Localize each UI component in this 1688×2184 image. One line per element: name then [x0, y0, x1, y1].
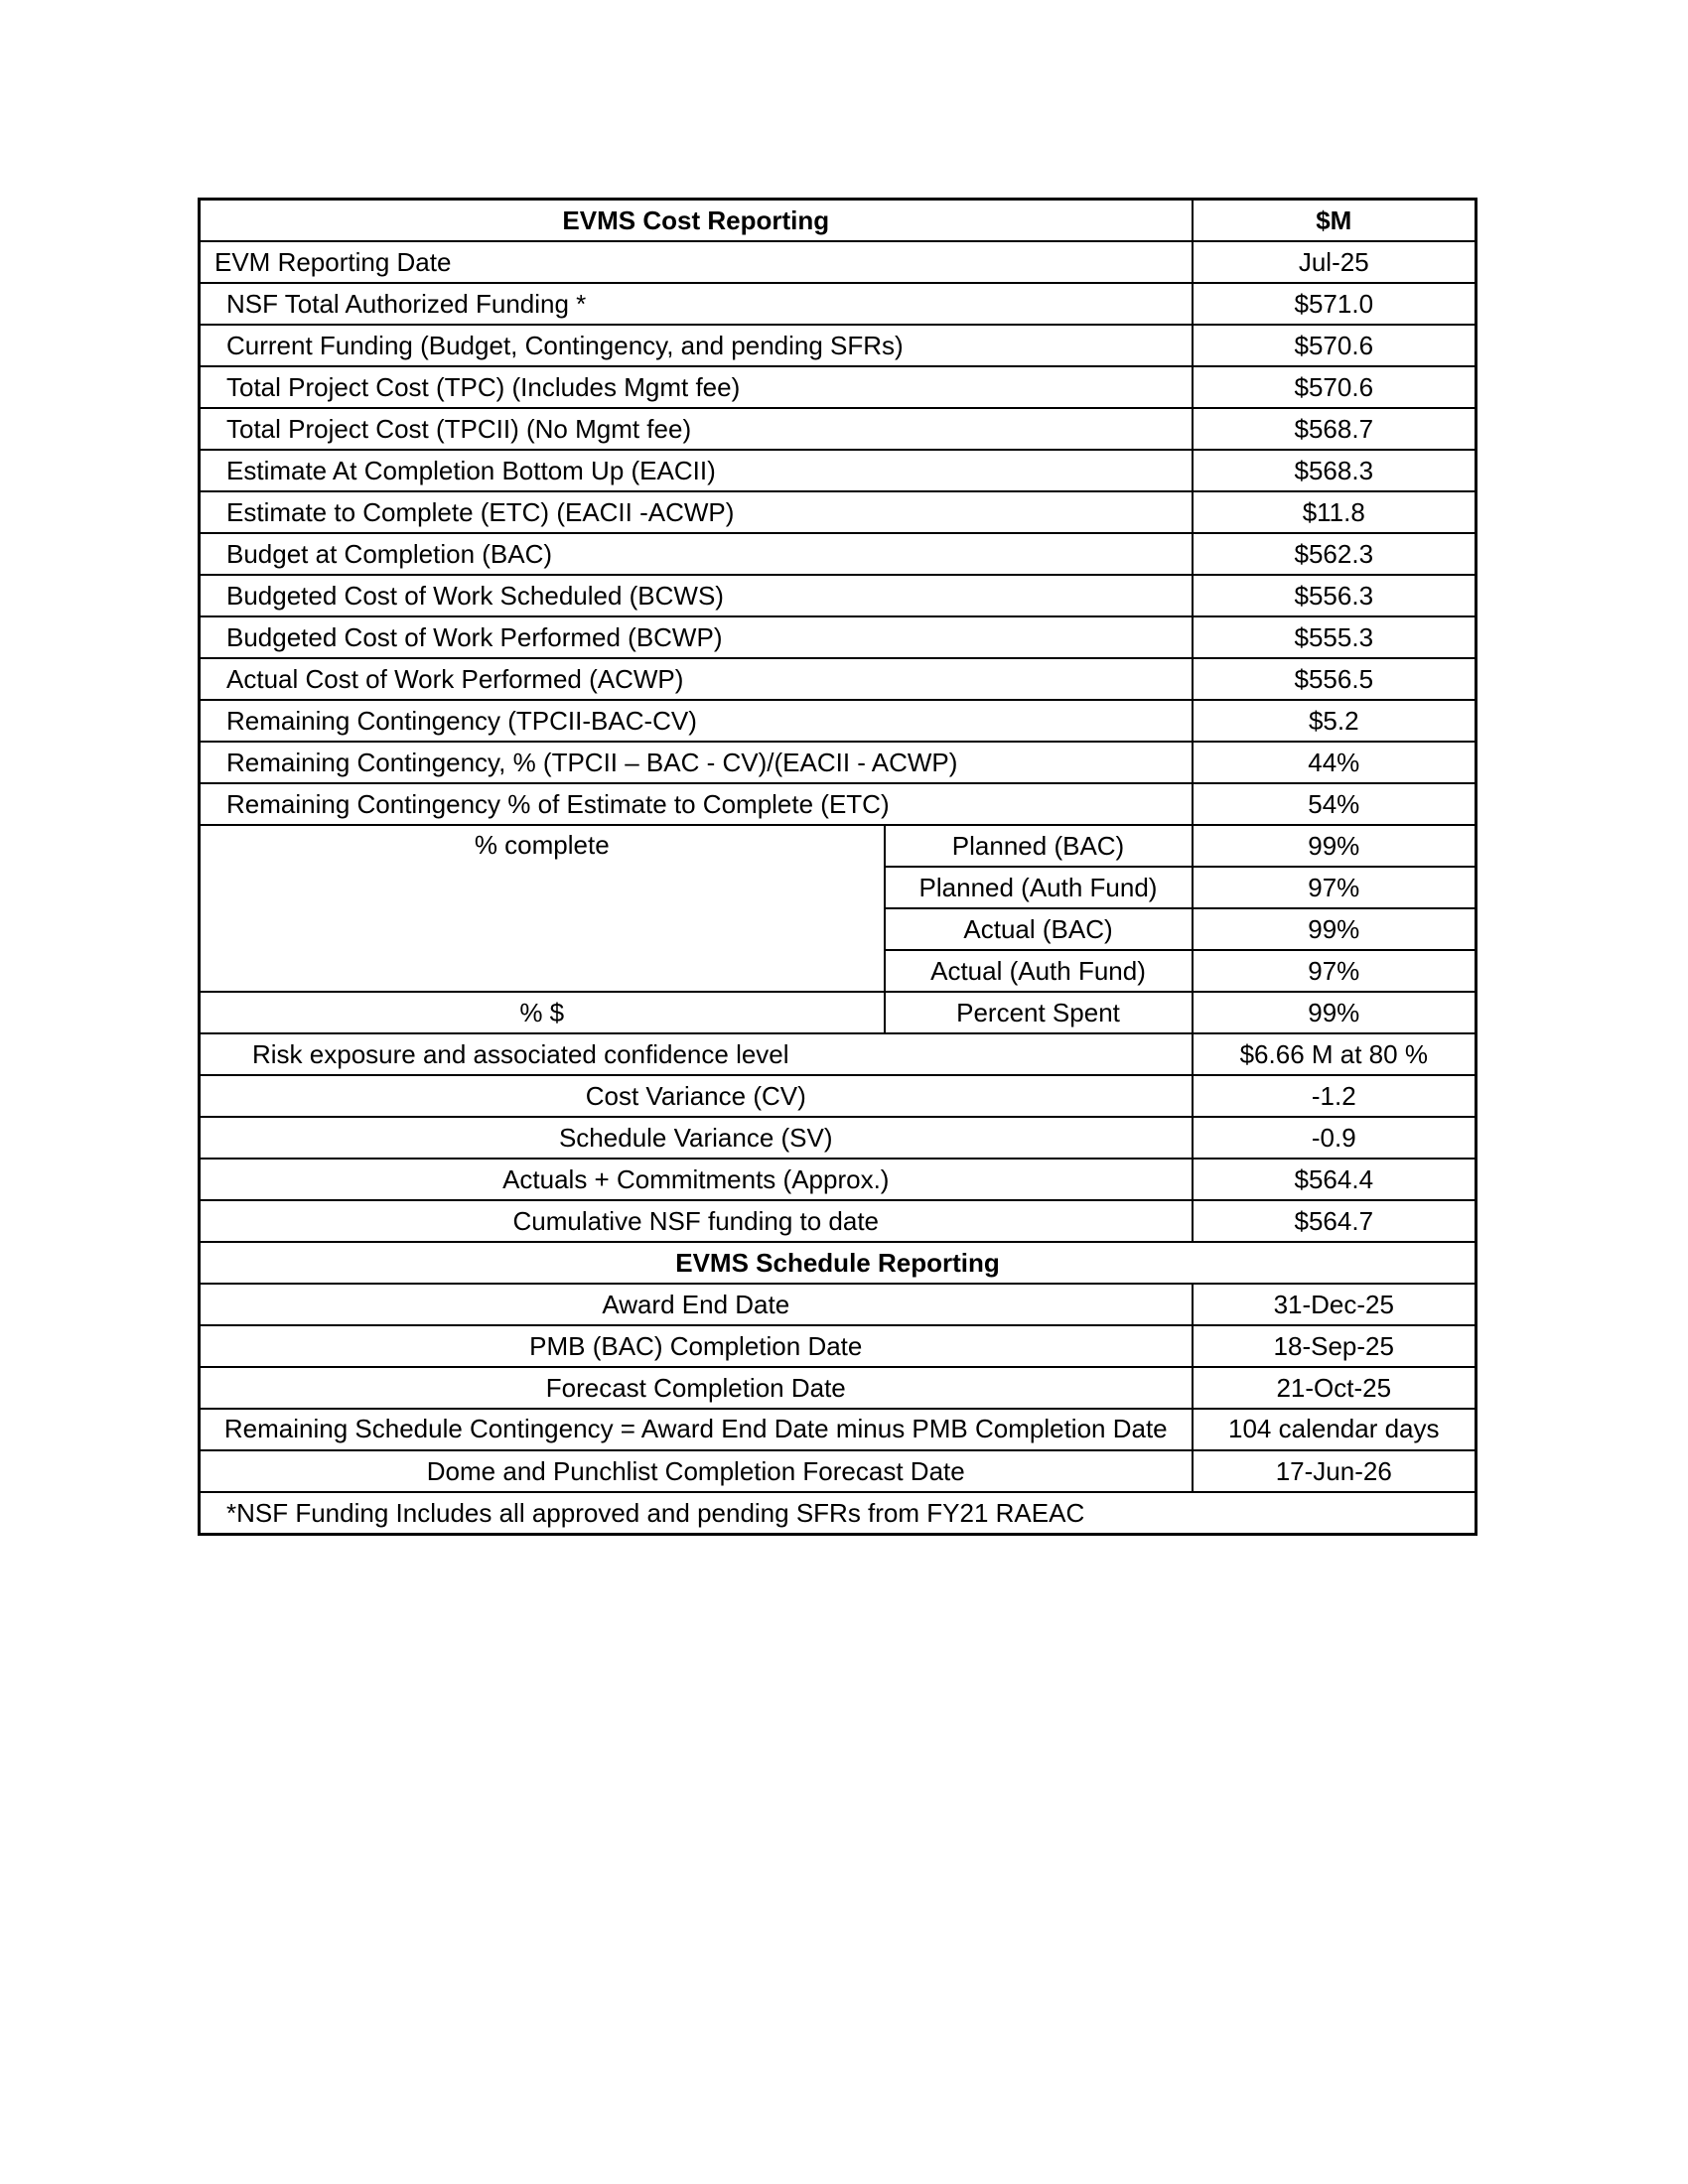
table-row: Budgeted Cost of Work Performed (BCWP) $5…: [198, 615, 1477, 659]
row-label: Budget at Completion (BAC): [198, 532, 1194, 576]
schedule-row: Award End Date 31-Dec-25: [198, 1283, 1477, 1326]
row-label: Actuals + Commitments (Approx.): [198, 1158, 1194, 1201]
percent-complete-row: Actual (Auth Fund) 97%: [200, 949, 1477, 993]
row-label: NSF Total Authorized Funding *: [198, 282, 1194, 326]
row-label: Forecast Completion Date: [198, 1366, 1194, 1410]
row-value: 18-Sep-25: [1191, 1324, 1477, 1368]
row-label: Remaining Contingency % of Estimate to C…: [198, 782, 1194, 826]
row-value: 44%: [1191, 741, 1477, 784]
row-label: Actual Cost of Work Performed (ACWP): [198, 657, 1194, 701]
row-label: Estimate to Complete (ETC) (EACII -ACWP): [198, 490, 1194, 534]
row-value: $570.6: [1191, 324, 1477, 367]
table-row: Remaining Contingency (TPCII-BAC-CV) $5.2: [198, 699, 1477, 743]
row-value: $556.3: [1191, 574, 1477, 617]
evms-report-table: EVMS Cost Reporting $M EVM Reporting Dat…: [198, 198, 1478, 1536]
schedule-section-title: EVMS Schedule Reporting: [198, 1241, 1477, 1285]
row-label: PMB (BAC) Completion Date: [198, 1324, 1194, 1368]
sub-label: Percent Spent: [883, 991, 1194, 1034]
percent-dollars-row: % $ Percent Spent 99%: [198, 991, 1477, 1034]
table-row: Estimate At Completion Bottom Up (EACII)…: [198, 449, 1477, 492]
row-label: Budgeted Cost of Work Performed (BCWP): [198, 615, 1194, 659]
table-row: Budgeted Cost of Work Scheduled (BCWS) $5…: [198, 574, 1477, 617]
row-value: 99%: [1191, 907, 1477, 951]
row-value: $562.3: [1191, 532, 1477, 576]
row-value: 99%: [1191, 991, 1477, 1034]
row-value: -0.9: [1191, 1116, 1477, 1160]
row-value: 97%: [1191, 949, 1477, 993]
table-row: Schedule Variance (SV) -0.9: [198, 1116, 1477, 1160]
table-row: NSF Total Authorized Funding * $571.0: [198, 282, 1477, 326]
row-label: Award End Date: [198, 1283, 1194, 1326]
row-label: Dome and Punchlist Completion Forecast D…: [198, 1449, 1194, 1493]
row-value: $571.0: [1191, 282, 1477, 326]
row-label: Budgeted Cost of Work Scheduled (BCWS): [198, 574, 1194, 617]
table-row: Budget at Completion (BAC) $562.3: [198, 532, 1477, 576]
row-label: Total Project Cost (TPC) (Includes Mgmt …: [198, 365, 1194, 409]
row-value: $556.5: [1191, 657, 1477, 701]
row-label: Cost Variance (CV): [198, 1074, 1194, 1118]
row-value: 31-Dec-25: [1191, 1283, 1477, 1326]
row-value: $555.3: [1191, 615, 1477, 659]
row-value: 21-Oct-25: [1191, 1366, 1477, 1410]
row-value: 97%: [1191, 866, 1477, 909]
row-label: Remaining Schedule Contingency = Award E…: [198, 1408, 1194, 1451]
row-label: Estimate At Completion Bottom Up (EACII): [198, 449, 1194, 492]
row-value: $564.7: [1191, 1199, 1477, 1243]
row-value: $6.66 M at 80 %: [1191, 1032, 1477, 1076]
schedule-row: Remaining Schedule Contingency = Award E…: [198, 1408, 1477, 1451]
row-value: 104 calendar days: [1191, 1408, 1477, 1451]
row-value: $11.8: [1191, 490, 1477, 534]
sub-label: Actual (BAC): [883, 907, 1194, 951]
table-row: Total Project Cost (TPCII) (No Mgmt fee)…: [198, 407, 1477, 451]
footnote: *NSF Funding Includes all approved and p…: [198, 1491, 1477, 1536]
row-label: Current Funding (Budget, Contingency, an…: [198, 324, 1194, 367]
row-value: $570.6: [1191, 365, 1477, 409]
row-value: $5.2: [1191, 699, 1477, 743]
row-value: 17-Jun-26: [1191, 1449, 1477, 1493]
schedule-row: PMB (BAC) Completion Date 18-Sep-25: [198, 1324, 1477, 1368]
unit-header: $M: [1191, 198, 1477, 242]
sub-label: Planned (BAC): [883, 824, 1194, 868]
row-label: EVM Reporting Date: [198, 240, 1194, 284]
sub-label: Planned (Auth Fund): [883, 866, 1194, 909]
table-row: Remaining Contingency, % (TPCII – BAC - …: [198, 741, 1477, 784]
schedule-header-row: EVMS Schedule Reporting: [198, 1241, 1477, 1285]
table-row: Cumulative NSF funding to date $564.7: [198, 1199, 1477, 1243]
percent-complete-label: % complete: [198, 824, 886, 993]
footnote-row: *NSF Funding Includes all approved and p…: [198, 1491, 1477, 1536]
table-title: EVMS Cost Reporting: [198, 198, 1194, 242]
header-row: EVMS Cost Reporting $M: [198, 198, 1477, 242]
row-label: Remaining Contingency (TPCII-BAC-CV): [198, 699, 1194, 743]
row-value: Jul-25: [1191, 240, 1477, 284]
percent-complete-row: Actual (BAC) 99%: [200, 907, 1477, 951]
table-row: Estimate to Complete (ETC) (EACII -ACWP)…: [198, 490, 1477, 534]
table-row: Total Project Cost (TPC) (Includes Mgmt …: [198, 365, 1477, 409]
table-row: Remaining Contingency % of Estimate to C…: [198, 782, 1477, 826]
row-value: $568.3: [1191, 449, 1477, 492]
percent-complete-row: Planned (Auth Fund) 97%: [200, 866, 1477, 909]
table-row: Cost Variance (CV) -1.2: [198, 1074, 1477, 1118]
row-value: $568.7: [1191, 407, 1477, 451]
row-label: Risk exposure and associated confidence …: [198, 1032, 1194, 1076]
table-row: Actuals + Commitments (Approx.) $564.4: [198, 1158, 1477, 1201]
row-value: $564.4: [1191, 1158, 1477, 1201]
table-row: Risk exposure and associated confidence …: [198, 1032, 1477, 1076]
row-value: 99%: [1191, 824, 1477, 868]
table-row: EVM Reporting Date Jul-25: [198, 240, 1477, 284]
row-value: -1.2: [1191, 1074, 1477, 1118]
row-label: Cumulative NSF funding to date: [198, 1199, 1194, 1243]
sub-label: Actual (Auth Fund): [883, 949, 1194, 993]
schedule-row: Forecast Completion Date 21-Oct-25: [198, 1366, 1477, 1410]
row-label: Total Project Cost (TPCII) (No Mgmt fee): [198, 407, 1194, 451]
percent-dollars-label: % $: [198, 991, 886, 1034]
table-row: Actual Cost of Work Performed (ACWP) $556…: [198, 657, 1477, 701]
row-value: 54%: [1191, 782, 1477, 826]
row-label: Schedule Variance (SV): [198, 1116, 1194, 1160]
table-row: Current Funding (Budget, Contingency, an…: [198, 324, 1477, 367]
row-label: Remaining Contingency, % (TPCII – BAC - …: [198, 741, 1194, 784]
percent-complete-row: % complete Planned (BAC) 99%: [198, 824, 1477, 993]
schedule-row: Dome and Punchlist Completion Forecast D…: [198, 1449, 1477, 1493]
